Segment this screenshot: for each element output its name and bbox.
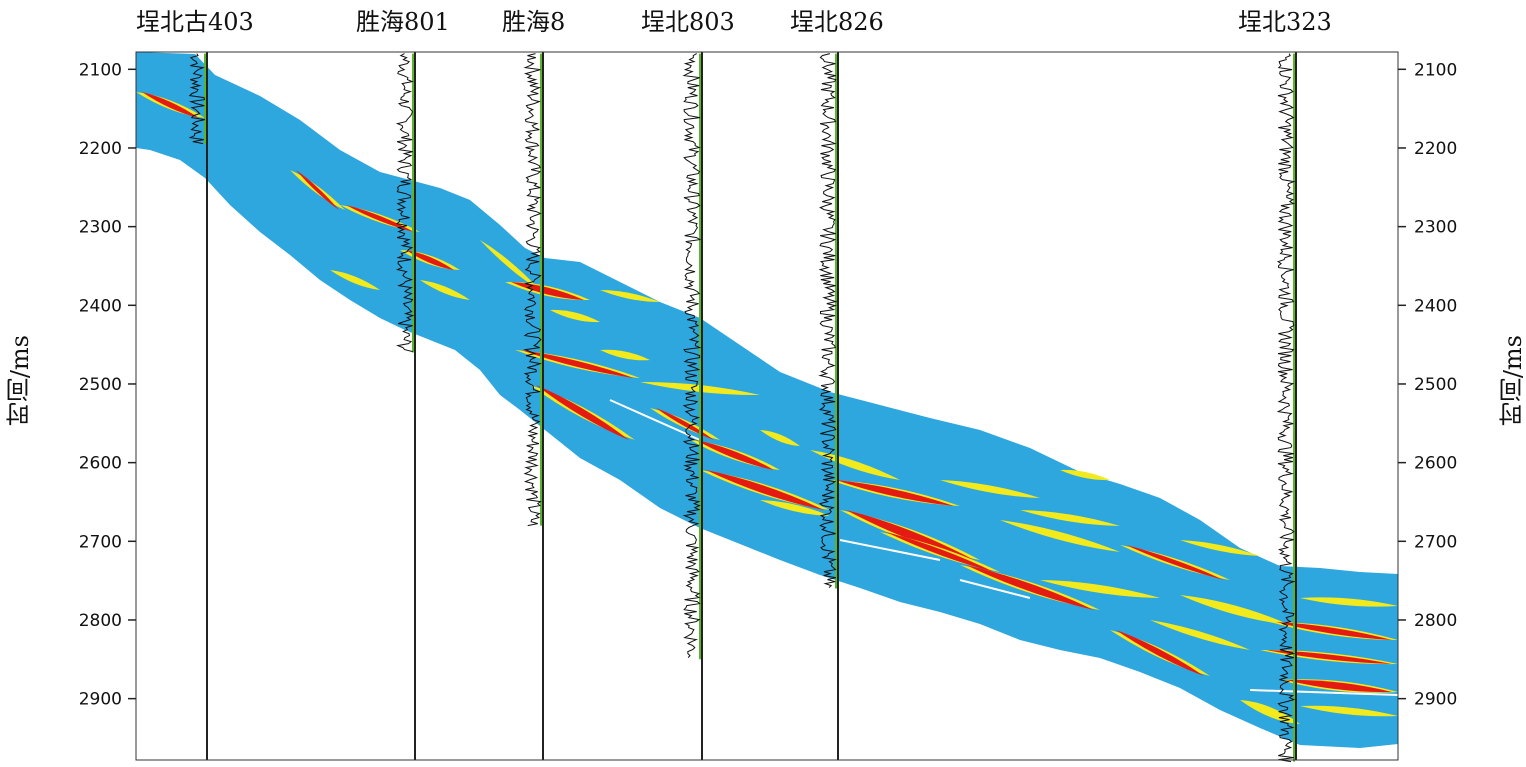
reflector-core xyxy=(142,92,199,118)
well-label: 埕北323 xyxy=(1238,8,1332,36)
seismic-band xyxy=(136,52,1398,748)
left-tick-label: 2400 xyxy=(79,296,122,316)
right-tick-label: 2400 xyxy=(1414,296,1457,316)
reflector-halo xyxy=(1300,705,1398,717)
reflector-halo xyxy=(600,290,660,302)
left-tick-label: 2200 xyxy=(79,139,122,159)
right-tick-label: 2900 xyxy=(1414,690,1457,710)
left-tick-label: 2700 xyxy=(79,532,122,552)
well-log-curve xyxy=(1276,53,1296,763)
well-label: 胜海8 xyxy=(502,8,566,36)
reflector-halo xyxy=(1150,620,1250,650)
reflector-halo xyxy=(1060,469,1110,481)
reflector-halo xyxy=(1180,540,1260,556)
reflector-core xyxy=(346,205,414,232)
reflector-core xyxy=(836,480,954,506)
reflector-halo xyxy=(1020,510,1120,526)
right-axis-title: 时间/ms xyxy=(1499,335,1526,427)
left-tick-label: 2500 xyxy=(79,375,122,395)
reflector-halo xyxy=(1000,520,1120,552)
well-label: 埕北826 xyxy=(790,8,884,36)
reflector-core xyxy=(536,385,629,440)
left-tick-label: 2800 xyxy=(79,611,122,631)
well-label: 胜海801 xyxy=(356,8,450,36)
plot-frame xyxy=(135,51,1399,761)
reflector-core xyxy=(1286,679,1392,693)
right-tick-label: 2600 xyxy=(1414,454,1457,474)
reflector-halo xyxy=(1240,700,1300,724)
well-log-curve xyxy=(188,53,206,145)
reflector-halo xyxy=(1300,597,1398,607)
well-label: 埕北古403 xyxy=(136,8,254,36)
reflector-halo xyxy=(1180,595,1290,625)
reflector-halo xyxy=(760,430,800,446)
right-tick-label: 2200 xyxy=(1414,139,1457,159)
left-tick-label: 2300 xyxy=(79,218,122,238)
reflector-core xyxy=(886,532,994,572)
reflector-core xyxy=(1266,650,1392,664)
right-tick-label: 2700 xyxy=(1414,532,1457,552)
reflector-halo xyxy=(480,240,540,290)
reflector-halo xyxy=(940,480,1040,498)
left-tick-label: 2100 xyxy=(79,60,122,80)
reflector-peak xyxy=(839,539,941,561)
reflector-core xyxy=(1126,545,1224,580)
reflector-halo xyxy=(1040,580,1160,598)
left-tick-label: 2600 xyxy=(79,454,122,474)
right-tick-label: 2800 xyxy=(1414,611,1457,631)
reflector-halo xyxy=(550,309,600,323)
reflector-core xyxy=(966,565,1094,610)
reflector-core xyxy=(406,250,454,270)
reflector-halo xyxy=(600,349,650,361)
right-tick-label: 2100 xyxy=(1414,60,1457,80)
reflector-core xyxy=(1276,622,1392,640)
right-tick-label: 2300 xyxy=(1414,218,1457,238)
left-tick-label: 2900 xyxy=(79,690,122,710)
reflector-core xyxy=(521,350,634,378)
reflector-halo xyxy=(760,500,830,516)
well-log-curve xyxy=(395,53,415,353)
well-label: 埕北803 xyxy=(641,8,735,36)
reflector-core xyxy=(696,440,774,470)
reflector-core xyxy=(706,470,824,510)
right-tick-label: 2500 xyxy=(1414,375,1457,395)
reflector-peak xyxy=(959,579,1031,599)
reflector-core xyxy=(296,170,339,210)
well-log-curve xyxy=(818,53,838,588)
reflector-peak xyxy=(609,399,701,441)
reflector-halo xyxy=(330,270,380,290)
well-log-curve xyxy=(682,53,702,658)
reflector-halo xyxy=(420,280,470,300)
reflector-core xyxy=(1116,630,1204,676)
left-axis-title: 时间/ms xyxy=(6,335,34,427)
well-log-curve xyxy=(523,53,543,527)
reflector-core xyxy=(846,510,974,560)
reflector-peak xyxy=(1249,689,1399,696)
